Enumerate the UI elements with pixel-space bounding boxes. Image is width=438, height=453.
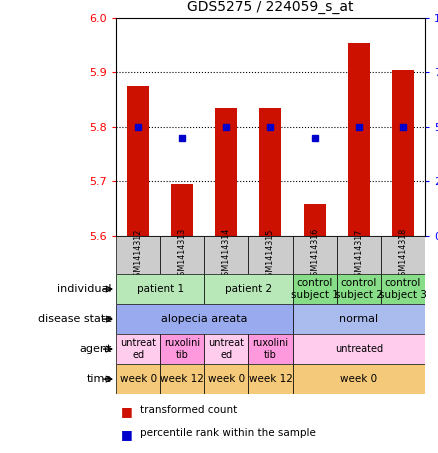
- Bar: [116, 304, 293, 334]
- Bar: [293, 364, 425, 394]
- Text: GSM1414317: GSM1414317: [354, 228, 363, 281]
- Text: percentile rank within the sample: percentile rank within the sample: [140, 428, 316, 438]
- Text: transformed count: transformed count: [140, 405, 237, 415]
- Text: ruxolini
tib: ruxolini tib: [164, 338, 200, 360]
- Bar: [204, 236, 248, 274]
- Text: ■: ■: [120, 405, 132, 419]
- Bar: [392, 70, 414, 236]
- Bar: [204, 334, 248, 364]
- Text: GSM1414316: GSM1414316: [310, 228, 319, 281]
- Bar: [116, 236, 160, 274]
- Bar: [116, 364, 160, 394]
- Text: ■: ■: [120, 428, 132, 441]
- Text: GSM1414313: GSM1414313: [178, 228, 187, 281]
- Bar: [293, 334, 425, 364]
- Bar: [293, 236, 337, 274]
- Bar: [381, 274, 425, 304]
- Bar: [215, 108, 237, 236]
- Bar: [127, 86, 149, 236]
- Text: week 0: week 0: [208, 374, 245, 384]
- Bar: [160, 334, 204, 364]
- Text: alopecia areata: alopecia areata: [161, 314, 247, 324]
- Text: week 12: week 12: [248, 374, 293, 384]
- Text: control
subject 2: control subject 2: [335, 278, 383, 300]
- Text: disease state: disease state: [38, 314, 112, 324]
- Text: GSM1414315: GSM1414315: [266, 228, 275, 281]
- Bar: [337, 274, 381, 304]
- Text: ruxolini
tib: ruxolini tib: [252, 338, 289, 360]
- Text: week 12: week 12: [160, 374, 204, 384]
- Bar: [293, 304, 425, 334]
- Bar: [381, 236, 425, 274]
- Bar: [259, 108, 282, 236]
- Bar: [248, 334, 293, 364]
- Bar: [248, 364, 293, 394]
- Bar: [348, 43, 370, 236]
- Bar: [293, 274, 337, 304]
- Text: week 0: week 0: [340, 374, 377, 384]
- Text: normal: normal: [339, 314, 378, 324]
- Text: GSM1414318: GSM1414318: [398, 228, 407, 281]
- Text: patient 2: patient 2: [225, 284, 272, 294]
- Text: week 0: week 0: [120, 374, 157, 384]
- Text: time: time: [86, 374, 112, 384]
- Text: untreat
ed: untreat ed: [208, 338, 244, 360]
- Text: control
subject 3: control subject 3: [379, 278, 427, 300]
- Text: GSM1414312: GSM1414312: [134, 228, 143, 281]
- Bar: [204, 364, 248, 394]
- Bar: [116, 274, 204, 304]
- Bar: [171, 184, 193, 236]
- Bar: [248, 236, 293, 274]
- Text: agent: agent: [79, 344, 112, 354]
- Bar: [160, 236, 204, 274]
- Text: untreated: untreated: [335, 344, 383, 354]
- Title: GDS5275 / 224059_s_at: GDS5275 / 224059_s_at: [187, 0, 354, 14]
- Bar: [304, 204, 325, 236]
- Text: GSM1414314: GSM1414314: [222, 228, 231, 281]
- Bar: [160, 364, 204, 394]
- Text: individual: individual: [57, 284, 112, 294]
- Bar: [116, 334, 160, 364]
- Bar: [204, 274, 293, 304]
- Text: patient 1: patient 1: [137, 284, 184, 294]
- Bar: [337, 236, 381, 274]
- Text: untreat
ed: untreat ed: [120, 338, 156, 360]
- Text: control
subject 1: control subject 1: [291, 278, 339, 300]
